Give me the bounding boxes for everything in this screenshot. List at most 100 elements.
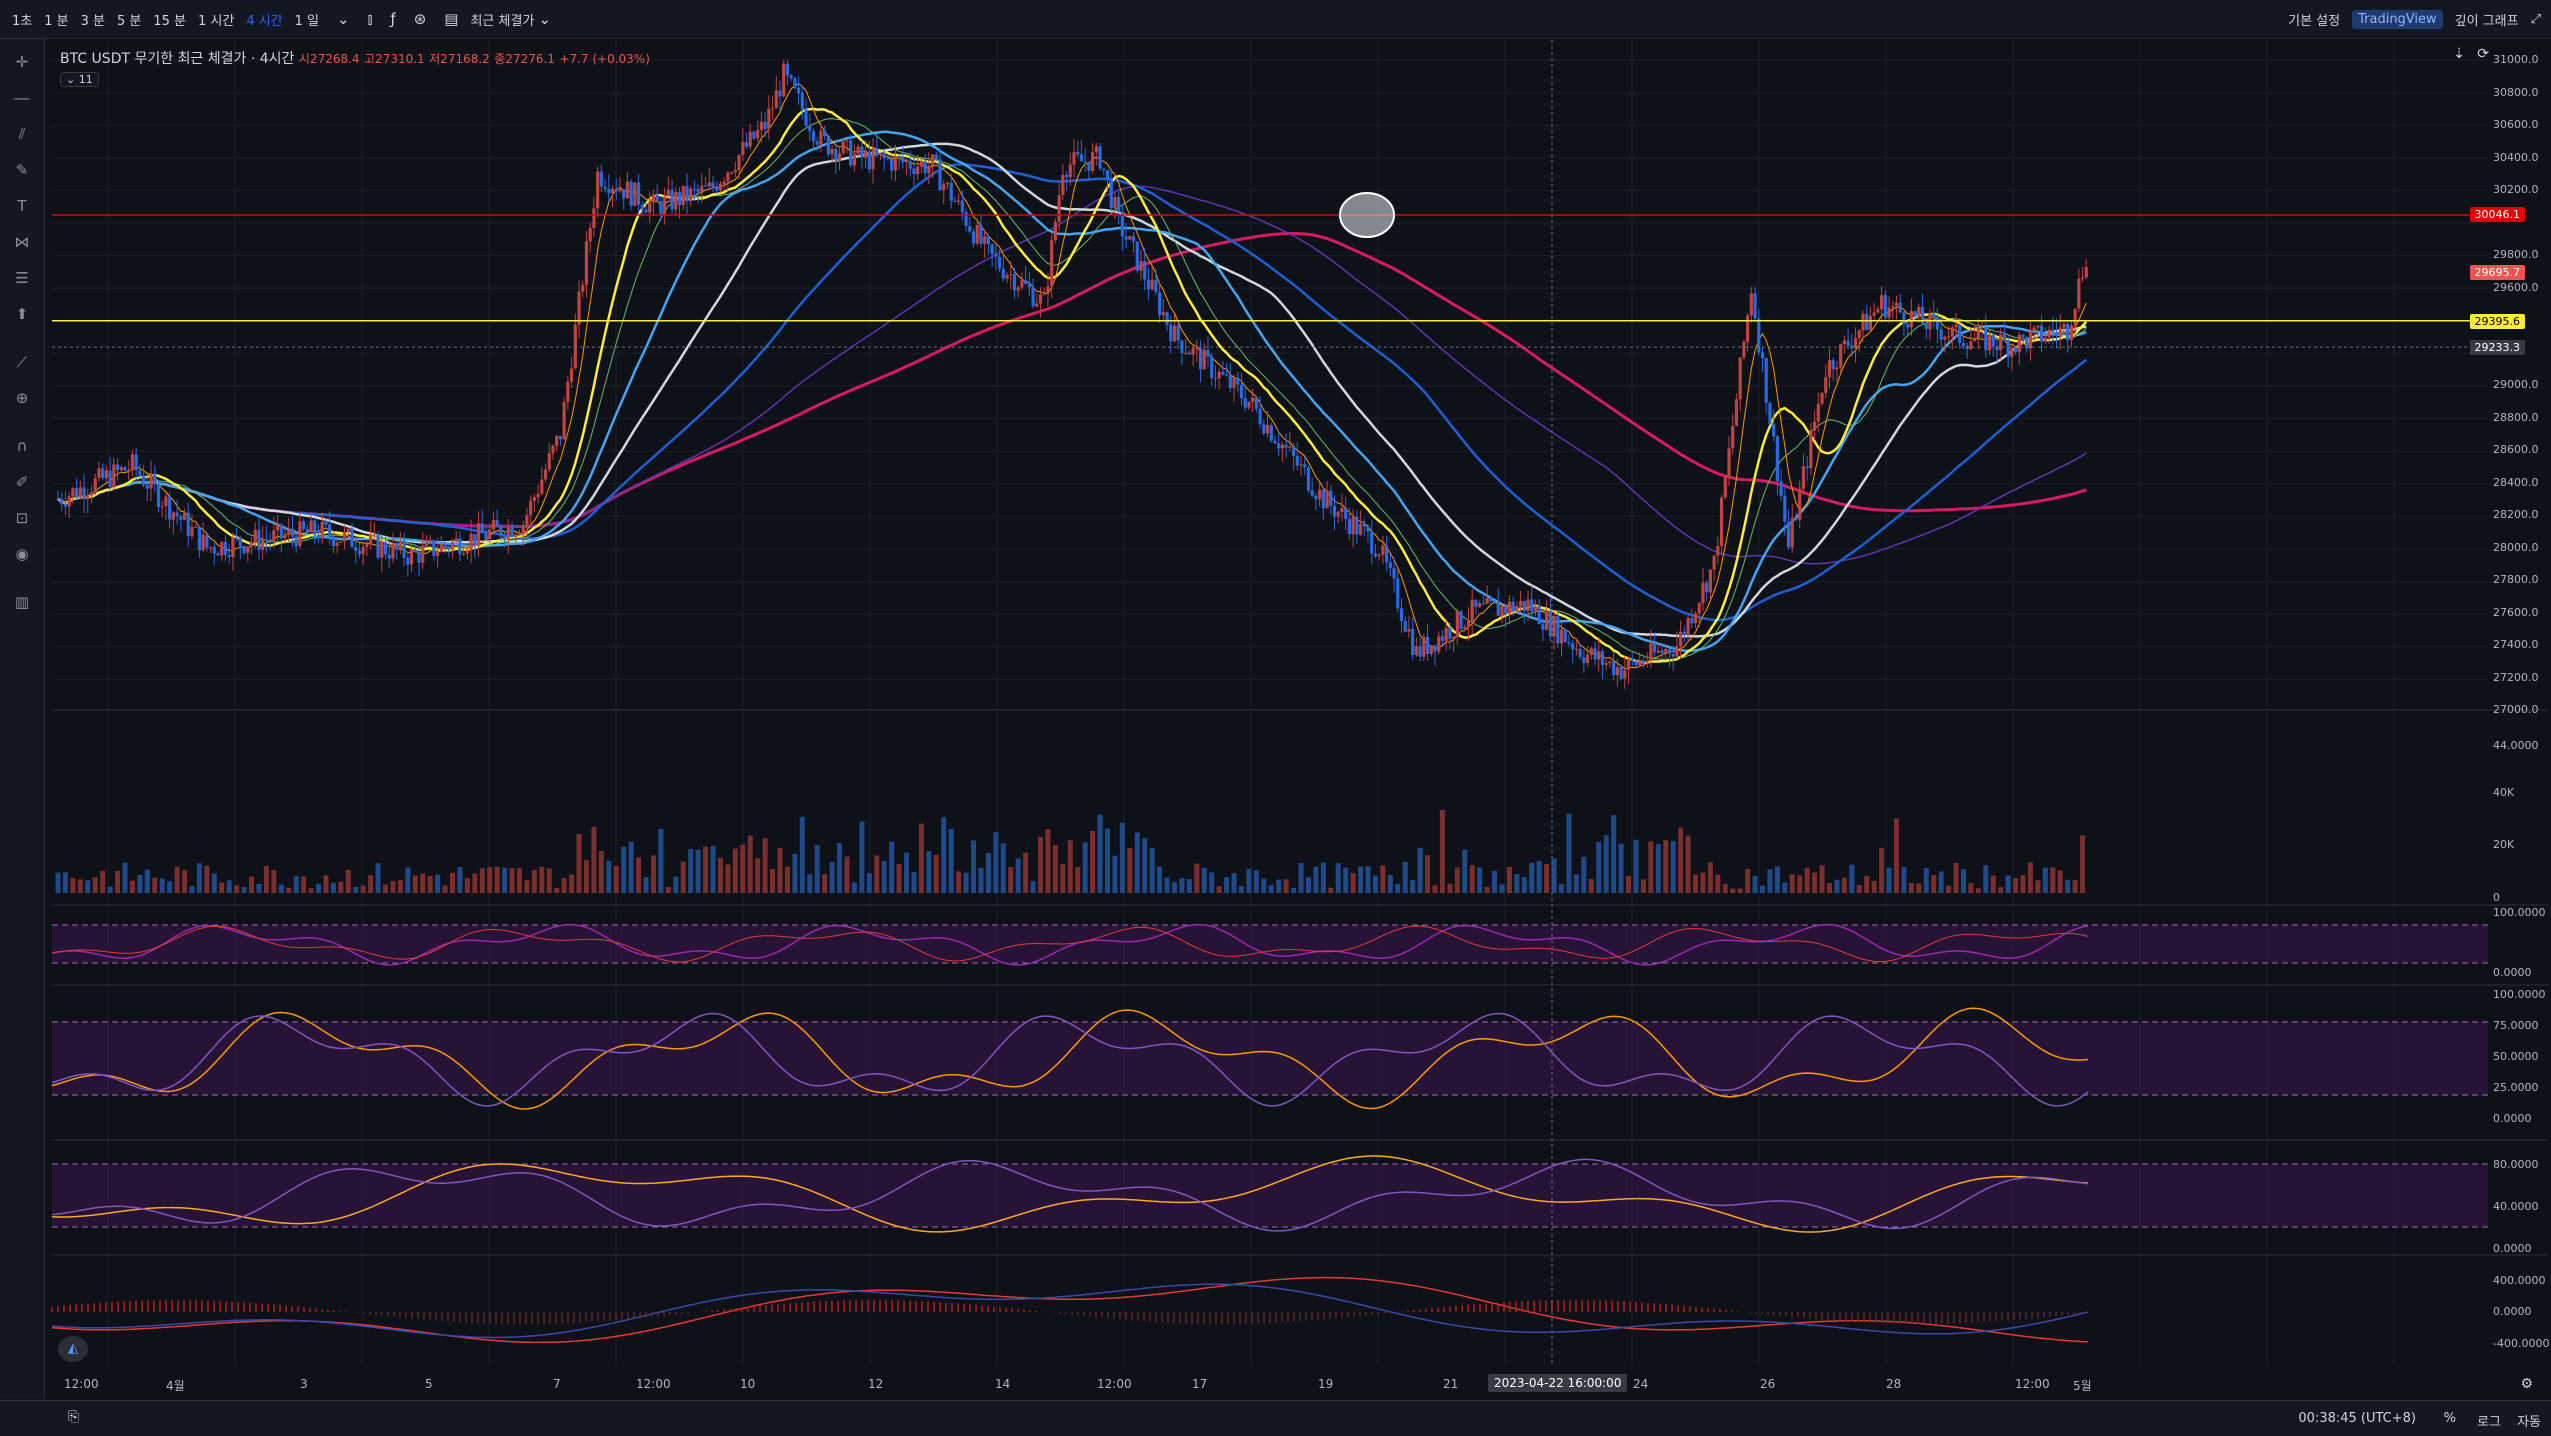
- candle-body: [1883, 295, 1887, 318]
- template-icon[interactable]: ⊛: [413, 10, 427, 28]
- volume-tick: 40K: [2493, 786, 2515, 799]
- volume-bar: [316, 883, 322, 893]
- volume-bar: [1052, 845, 1058, 893]
- chevron-down-icon[interactable]: ⌄: [538, 10, 551, 28]
- candle-body: [525, 515, 529, 526]
- tf-3m[interactable]: 3 분: [80, 13, 105, 29]
- candle-body: [1679, 631, 1683, 647]
- volume-bar: [137, 874, 143, 893]
- fullscreen-icon[interactable]: ⤢: [2530, 11, 2541, 27]
- replay-icon[interactable]: ⎘: [68, 1409, 80, 1425]
- candle-body: [1500, 606, 1504, 616]
- candle-body: [179, 516, 183, 520]
- ruler-icon[interactable]: ⟋: [16, 353, 28, 371]
- stoch-tick: 100.0000: [2493, 988, 2546, 1001]
- eye-icon[interactable]: ◉: [15, 545, 29, 563]
- candle-body: [1559, 629, 1564, 644]
- candle-body: [1641, 660, 1646, 663]
- candle-body: [1388, 562, 1392, 569]
- volume-bar: [353, 886, 359, 893]
- magnet-icon[interactable]: ∩: [16, 437, 28, 455]
- candles-icon[interactable]: ⫾: [367, 10, 373, 28]
- volume-bar: [2072, 880, 2078, 893]
- candle-body: [283, 534, 287, 539]
- candle-body: [919, 161, 924, 167]
- candle-body: [1120, 211, 1124, 237]
- candle-body: [1061, 174, 1065, 196]
- tf-15m[interactable]: 15 분: [153, 13, 186, 29]
- candle-body: [1909, 311, 1913, 328]
- zoom-icon[interactable]: ⊕: [15, 389, 29, 407]
- tf-1s[interactable]: 1초: [12, 13, 33, 29]
- candle-body: [365, 544, 369, 547]
- candle-body: [1005, 275, 1009, 279]
- tf-1d[interactable]: 1 일: [294, 13, 320, 29]
- ma-40-line: [57, 130, 2087, 652]
- trend-line-icon[interactable]: ―: [14, 89, 30, 107]
- candle-body: [1269, 425, 1273, 441]
- tf-4h[interactable]: 4 시간: [246, 13, 283, 29]
- time-tick: 21: [1443, 1377, 1459, 1391]
- refresh-icon[interactable]: ⟳: [2477, 46, 2489, 62]
- lock-draw-icon[interactable]: ✐: [15, 473, 29, 491]
- ma-100-line: [57, 162, 2088, 622]
- volume-bar: [368, 875, 374, 893]
- crosshair-icon[interactable]: ✛: [15, 53, 29, 71]
- candle-body: [1012, 274, 1017, 291]
- candle-body: [592, 208, 596, 228]
- candle-body: [1749, 293, 1753, 316]
- candle-body: [1742, 341, 1746, 358]
- lock-icon[interactable]: ⊡: [15, 509, 29, 527]
- candle-body: [2043, 337, 2047, 342]
- trash-icon[interactable]: ▥: [14, 593, 30, 611]
- candle-body: [1991, 334, 1995, 347]
- pattern-icon[interactable]: ⋈: [14, 233, 30, 251]
- arrow-icon[interactable]: ⬆: [15, 305, 29, 323]
- volume-bar: [851, 882, 857, 893]
- candle-body: [1381, 545, 1385, 555]
- auto-button[interactable]: 자동: [2517, 1415, 2541, 1430]
- candle-body: [1515, 606, 1519, 612]
- chart-type-select[interactable]: 최근 체결가: [470, 13, 535, 29]
- depth-chart-button[interactable]: 깊이 그래프: [2454, 13, 2519, 29]
- candle-body: [197, 526, 202, 551]
- candle-body: [223, 542, 228, 555]
- gear-icon[interactable]: ⚙: [2520, 1376, 2533, 1392]
- candle-body: [826, 136, 830, 155]
- indicator-toggle-button[interactable]: ⌄ 11: [60, 72, 99, 87]
- volume-bar: [725, 864, 731, 893]
- tf-5m[interactable]: 5 분: [116, 13, 142, 29]
- candle-body: [476, 523, 481, 546]
- text-icon[interactable]: T: [17, 197, 27, 215]
- volume-bar: [1804, 867, 1810, 893]
- fib-icon[interactable]: ⫽: [18, 125, 26, 143]
- candle-body: [692, 188, 696, 190]
- tf-1m[interactable]: 1 분: [44, 13, 69, 29]
- candle-body: [264, 539, 269, 541]
- candle-body: [722, 181, 726, 184]
- candle-body: [1128, 236, 1132, 240]
- tf-1h[interactable]: 1 시간: [198, 13, 235, 29]
- volume-bar: [2005, 875, 2011, 893]
- measure-icon[interactable]: ☰: [15, 269, 29, 287]
- candle-body: [1976, 328, 1980, 339]
- log-button[interactable]: 로그: [2477, 1415, 2501, 1430]
- candle-body: [1157, 292, 1162, 316]
- candle-body: [1496, 601, 1500, 616]
- volume-bar: [204, 865, 210, 893]
- chevron-down-icon[interactable]: ⌄: [337, 10, 350, 28]
- candle-body: [205, 534, 209, 548]
- candle-body: [2084, 267, 2088, 278]
- download-icon[interactable]: ⇣: [2453, 46, 2465, 62]
- sheet-icon[interactable]: ▤: [444, 10, 459, 28]
- indicator-icon[interactable]: ƒ: [390, 10, 396, 28]
- candle-body: [681, 185, 685, 206]
- macd-tick: -400.0000: [2493, 1337, 2550, 1350]
- candle-body: [1403, 621, 1407, 632]
- brush-icon[interactable]: ✎: [15, 161, 29, 179]
- volume-bar: [1581, 856, 1587, 893]
- percent-button[interactable]: %: [2443, 1411, 2456, 1426]
- tradingview-button[interactable]: TradingView: [2352, 9, 2443, 29]
- settings-button[interactable]: 기본 설정: [2288, 13, 2341, 29]
